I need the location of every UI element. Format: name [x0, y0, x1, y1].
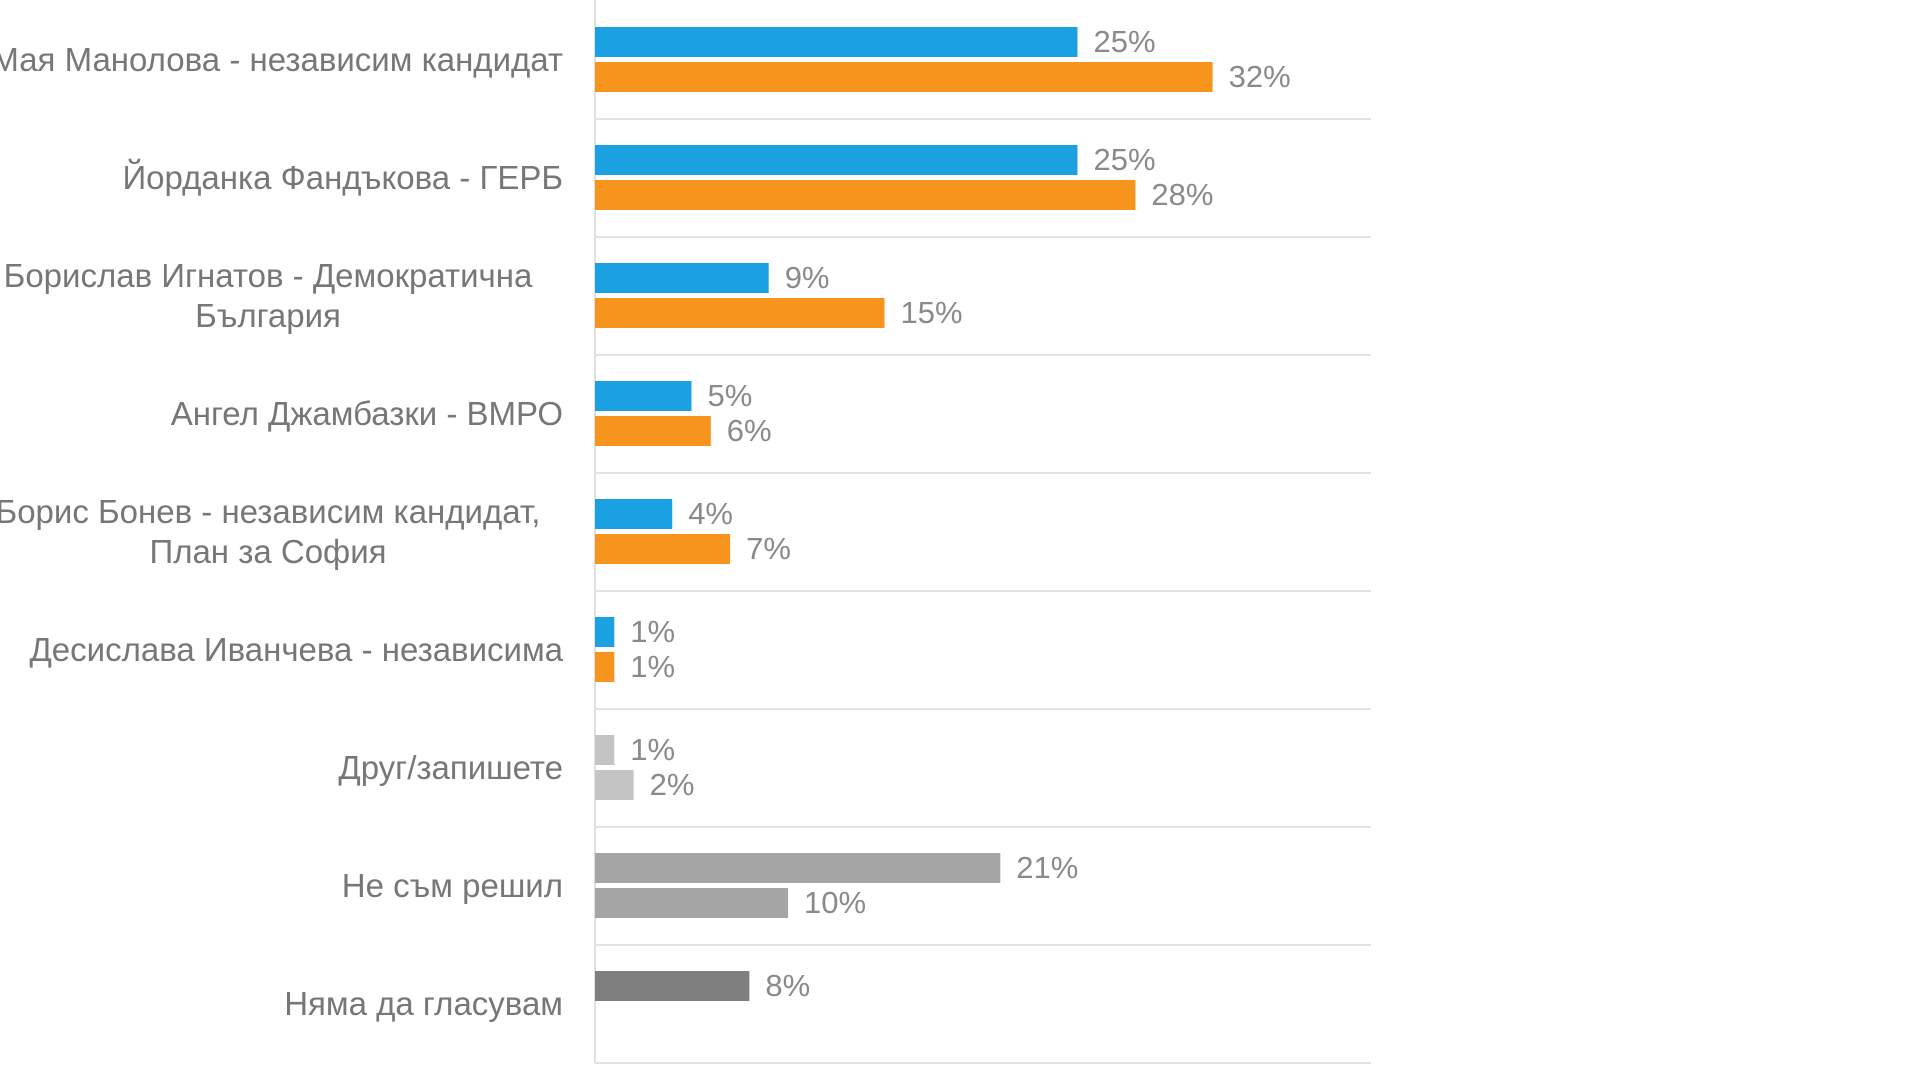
- category-label: Десислава Иванчева - независима: [29, 631, 563, 668]
- bar: [595, 534, 731, 564]
- value-label: 2%: [650, 767, 695, 802]
- bar: [595, 617, 615, 647]
- category-label-box: Мая Манолова - независим кандидат: [0, 5, 563, 115]
- category-label-box: Борис Бонев - независим кандидат, План з…: [0, 477, 563, 587]
- category-label-box: Няма да гласувам: [0, 949, 563, 1059]
- category-label: Ангел Джамбазки - ВМРО: [170, 395, 563, 432]
- bar: [595, 62, 1213, 92]
- category-label-box: Друг/запишете: [0, 713, 563, 823]
- value-label: 32%: [1229, 59, 1291, 94]
- bar: [595, 853, 1001, 883]
- category-label-box: Борислав Игнатов - Демократична България: [0, 241, 563, 351]
- category-label-box: Ангел Джамбазки - ВМРО: [0, 359, 563, 469]
- category-label: Друг/запишете: [338, 749, 563, 786]
- value-label: 4%: [688, 496, 733, 531]
- category-label: Борислав Игнатов - Демократична България: [3, 257, 533, 334]
- value-label: 1%: [630, 614, 675, 649]
- value-label: 7%: [746, 531, 791, 566]
- bar: [595, 381, 692, 411]
- value-label: 1%: [630, 732, 675, 767]
- bar: [595, 416, 711, 446]
- category-label-box: Йорданка Фандъкова - ГЕРБ: [0, 123, 563, 233]
- category-label-box: Не съм решил: [0, 831, 563, 941]
- value-label: 28%: [1151, 177, 1213, 212]
- bar: [595, 263, 769, 293]
- bar: [595, 971, 750, 1001]
- value-label: 25%: [1094, 142, 1156, 177]
- bar: [595, 180, 1136, 210]
- bar: [595, 770, 634, 800]
- bar: [595, 499, 673, 529]
- category-label: Йорданка Фандъкова - ГЕРБ: [122, 159, 563, 196]
- value-label: 5%: [708, 378, 753, 413]
- value-label: 6%: [727, 413, 772, 448]
- value-label: 9%: [785, 260, 830, 295]
- category-label: Няма да гласувам: [284, 985, 563, 1022]
- value-label: 1%: [630, 649, 675, 684]
- value-label: 10%: [804, 885, 866, 920]
- bar: [595, 735, 615, 765]
- category-label-box: Десислава Иванчева - независима: [0, 595, 563, 705]
- category-label: Мая Манолова - независим кандидат: [0, 41, 563, 78]
- value-label: 21%: [1016, 850, 1078, 885]
- bar: [595, 27, 1078, 57]
- bar: [595, 298, 885, 328]
- category-label: Борис Бонев - независим кандидат, План з…: [0, 493, 541, 570]
- bar: [595, 888, 788, 918]
- bar: [595, 652, 615, 682]
- category-label: Не съм решил: [341, 867, 563, 904]
- value-label: 15%: [901, 295, 963, 330]
- bar: [595, 145, 1078, 175]
- value-label: 8%: [765, 968, 810, 1003]
- value-label: 25%: [1094, 24, 1156, 59]
